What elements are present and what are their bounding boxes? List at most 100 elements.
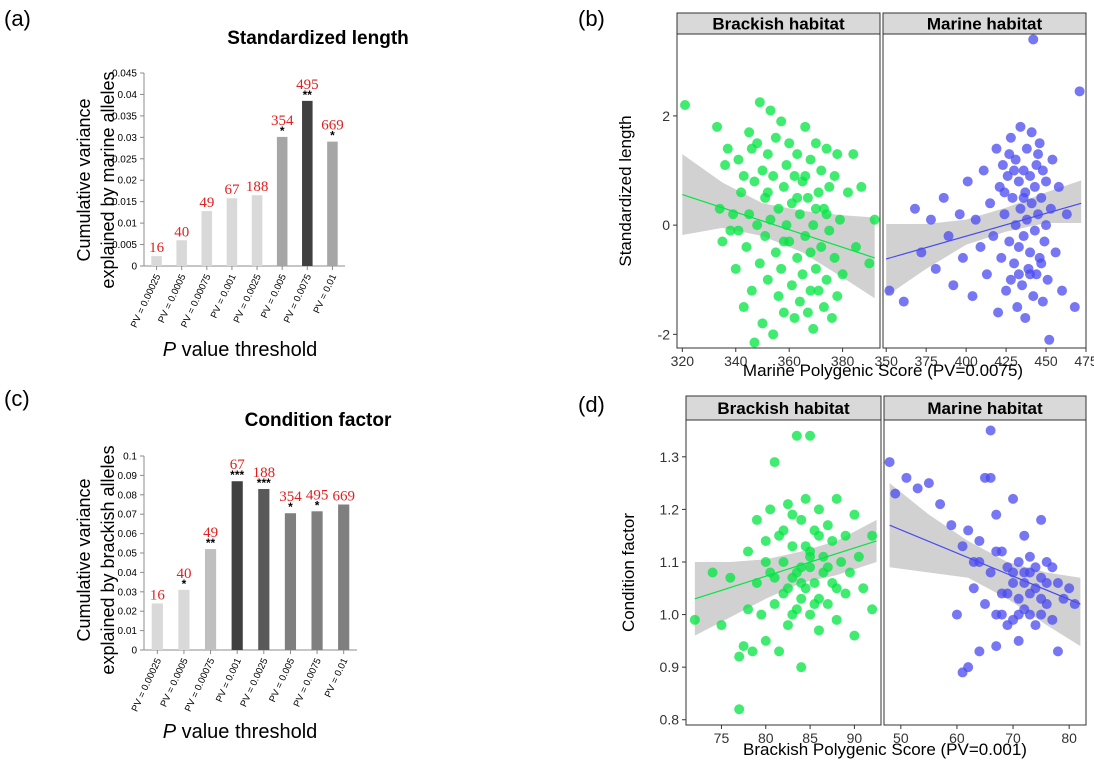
y-tick-label: 0.01 [118,219,138,230]
data-point [796,578,807,589]
scatter-standardized-length: Standardized length -2 0 2 Brackish habitat 3… [616,12,1094,380]
data-point [749,337,760,348]
panel-label-a: (a) [4,6,31,31]
y-tick-label: 0.05 [118,549,138,560]
data-point [744,209,755,220]
data-point [821,274,832,285]
bar-chart-standardized-length: Standardized length Cumulative variance ex… [74,28,409,361]
data-point [762,187,773,198]
count-label: 16 [149,240,165,256]
data-point [800,493,811,504]
confidence-band [886,180,1082,297]
data-point [1015,121,1026,132]
data-point [991,641,1002,652]
x-tick-label: 375 [914,353,938,369]
data-point [730,263,741,274]
data-point [786,280,797,291]
data-point [725,572,736,583]
x-tick-label: 425 [994,353,1018,369]
data-point [782,499,793,510]
y-tick-label: 0.015 [112,197,137,208]
data-point [789,312,800,323]
data-point [1052,578,1063,589]
scatter-condition-factor: Condition factor 0.8 0.9 1.0 1.1 1.2 1.3 Bracki… [619,395,1087,759]
data-point [720,160,731,171]
count-label: 67 [230,457,246,473]
y-tick-label: 0.08 [118,490,138,501]
data-point [802,192,813,203]
x-tick-label: PV = 0.001 [214,657,244,705]
y-axis-label: explained by marine alleles [98,71,118,288]
x-tick-label: 50 [893,730,909,746]
chart-title: Condition factor [245,410,392,431]
bar [311,511,323,650]
bar [178,589,190,650]
facet-title: Marine habitat [927,15,1043,34]
regression-line [694,540,877,600]
data-point [765,504,776,515]
y-axis-label: Cumulative variance [74,98,94,261]
data-point [1029,225,1040,236]
y-tick-label: 0.8 [660,712,680,728]
bar [204,549,217,650]
data-point [957,252,968,263]
data-point [787,509,798,520]
data-point [957,541,968,552]
data-point [717,236,728,247]
data-point [762,274,773,285]
data-point [1041,220,1052,231]
data-point [1030,620,1041,631]
count-label: 354 [271,113,294,129]
data-point [1036,593,1047,604]
data-point [975,241,986,252]
count-label: 495 [306,487,329,503]
data-point [831,493,842,504]
data-point [738,641,749,652]
y-tick-label: 0.02 [118,176,138,187]
data-point [762,149,773,160]
x-tick-label: 475 [1074,353,1094,369]
significance-label: * [330,129,335,143]
data-point [867,530,878,541]
data-point [1019,604,1030,615]
data-point [1017,280,1028,291]
data-point [831,583,842,594]
data-point [1004,149,1015,160]
x-axis-label-rest: value threshold [176,339,317,361]
y-tick-label: 0.03 [118,587,138,598]
data-point [985,198,996,209]
data-point [769,599,780,610]
data-point [991,509,1002,520]
x-tick-label: 80 [1061,730,1077,746]
data-point [756,609,767,620]
data-point [832,149,843,160]
data-point [993,307,1004,318]
data-point [1008,578,1019,589]
y-tick-label: 0.04 [118,90,138,101]
data-point [808,220,819,231]
data-point [1042,274,1053,285]
bar [258,488,270,650]
data-point [1002,588,1013,599]
data-point [797,269,808,280]
x-tick-label: PV = 0.005 [267,657,297,705]
data-point [813,530,824,541]
data-point [805,154,816,165]
bar [226,198,238,266]
x-axis-label: Brackish Polygenic Score (PV=0.001) [743,740,1027,759]
x-tick-label: 350 [875,353,899,369]
data-point [1053,181,1064,192]
data-point [822,520,833,531]
data-point [810,203,821,214]
data-point [752,220,763,231]
data-point [1025,247,1036,258]
data-point [754,97,765,108]
data-point [743,546,754,557]
data-point [778,556,789,567]
x-tick-label: 340 [724,353,748,369]
data-point [746,285,757,296]
regression-line [889,524,1081,605]
data-point [827,535,838,546]
data-point [1047,562,1058,573]
data-point [791,567,802,578]
